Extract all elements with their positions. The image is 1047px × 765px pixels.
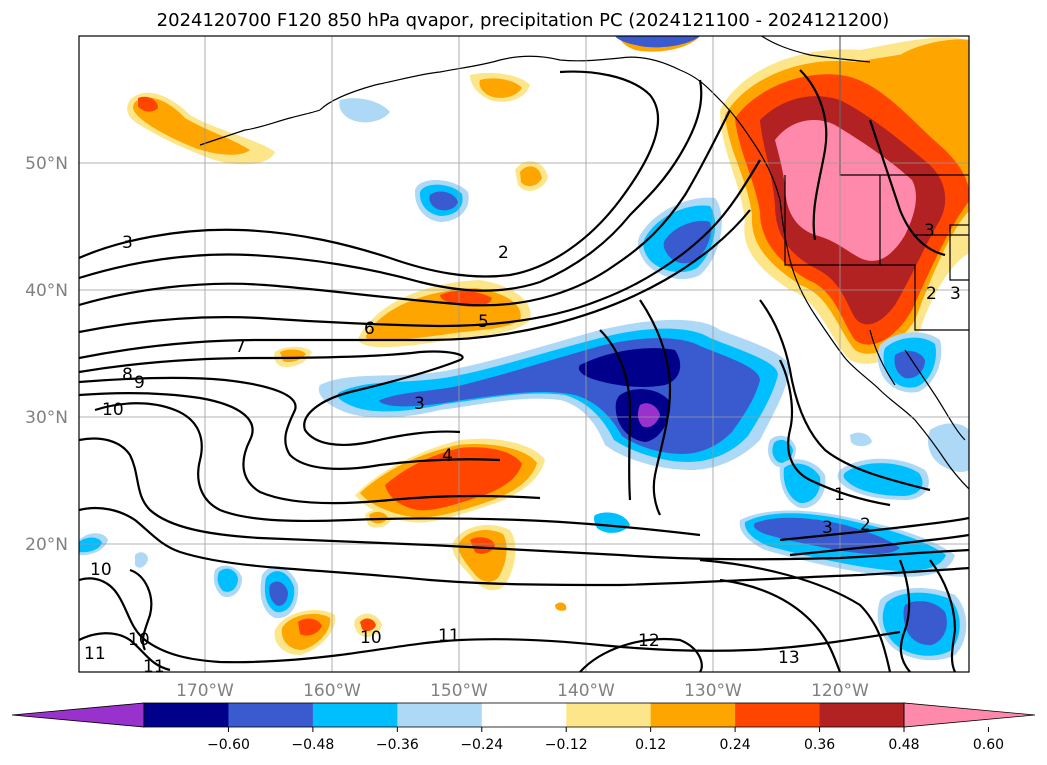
contour-label: 2 xyxy=(498,243,509,263)
colorbar-bin xyxy=(312,703,398,727)
shade-wp-red xyxy=(138,96,158,112)
contour-label: 4 xyxy=(442,446,453,466)
colorbar-extend-max xyxy=(903,702,1036,728)
contours xyxy=(79,69,969,672)
lon-tick-label: 160°W xyxy=(303,681,361,701)
colorbar-bin xyxy=(566,703,652,727)
map-title: 2024120700 F120 850 hPa qvapor, precipit… xyxy=(157,10,890,31)
colorbar-tick-label: 0.24 xyxy=(720,737,751,753)
colorbar-tick-label: −0.12 xyxy=(545,737,588,753)
plot-frame xyxy=(78,35,970,673)
lat-tick-label: 40°N xyxy=(25,281,68,301)
colorbar-tick-label: 0.12 xyxy=(635,737,666,753)
shade-small-2 xyxy=(593,512,630,533)
shade-ll-2 xyxy=(135,552,148,568)
shade-o4-r xyxy=(470,537,495,554)
contour-label: 11 xyxy=(84,644,106,664)
contour-labels: 3 2 7 6 5 8 9 10 3 4 1 3 2 12 13 11 10 1… xyxy=(84,221,961,677)
shade-se-6c xyxy=(903,600,947,646)
shade-se-2b xyxy=(783,463,821,504)
shade-o4-o xyxy=(458,529,507,582)
contour-label: 5 xyxy=(478,312,489,332)
contour-label: 10 xyxy=(90,560,112,580)
shade-ll-4c xyxy=(269,581,288,606)
colorbar-bin xyxy=(144,703,229,727)
contour-label: 10 xyxy=(360,628,382,648)
contour-label: 7 xyxy=(235,337,246,357)
lon-tick-label: 120°W xyxy=(811,681,869,701)
shade-b2-blue xyxy=(663,220,711,264)
contour-label: 11 xyxy=(143,657,165,677)
contour-label: 1 xyxy=(834,485,845,505)
precip-shading xyxy=(79,36,969,661)
contour-label: 2 xyxy=(860,515,871,535)
shade-ll-1b xyxy=(79,537,102,553)
contour-label: 10 xyxy=(128,630,150,650)
colorbar-tick-label: 0.60 xyxy=(973,737,1004,753)
contour-label: 3 xyxy=(822,518,833,538)
colorbar-tick-label: 0.48 xyxy=(888,737,919,753)
contour-label: 13 xyxy=(778,648,800,668)
contour-label: 6 xyxy=(364,319,375,339)
colorbar-bin xyxy=(481,703,567,727)
contour-label: 3 xyxy=(122,233,133,253)
shade-o3-r xyxy=(385,447,522,511)
colorbar-extend-min xyxy=(11,702,145,728)
colorbar-outline xyxy=(143,702,905,728)
shade-lb-1 xyxy=(339,98,390,123)
shade-alaska-blue xyxy=(615,36,700,48)
contour-label: 9 xyxy=(134,373,145,393)
contour-label: 10 xyxy=(102,400,124,420)
contour-label: 12 xyxy=(638,631,660,651)
colorbar-tick-label: −0.24 xyxy=(460,737,503,753)
shade-o5-o xyxy=(369,511,388,524)
colorbar-tick-label: −0.36 xyxy=(376,737,419,753)
colorbar-tick-label: −0.60 xyxy=(207,737,250,753)
lon-tick-label: 130°W xyxy=(684,681,742,701)
lat-labels: 50°N 40°N 30°N 20°N xyxy=(25,154,68,555)
colorbar-bin xyxy=(819,703,905,727)
shade-ll-6b xyxy=(360,618,376,632)
colorbar-bin xyxy=(735,703,821,727)
shade-alaska-small-o xyxy=(479,78,522,98)
lat-tick-label: 50°N xyxy=(25,154,68,174)
colorbar-bin xyxy=(397,703,483,727)
contour-label: 3 xyxy=(950,284,961,304)
shade-bb-purple xyxy=(637,403,660,428)
lon-tick-label: 140°W xyxy=(557,681,615,701)
shade-b1-blue xyxy=(429,191,458,211)
colorbar-bin xyxy=(650,703,736,727)
lon-tick-label: 150°W xyxy=(430,681,488,701)
contour-label: 11 xyxy=(438,626,460,646)
shade-ll-3b xyxy=(217,568,238,592)
contour-label: 3 xyxy=(414,394,425,414)
shade-small-1 xyxy=(555,602,567,611)
shade-ne-orange xyxy=(898,39,969,84)
shade-se-5 xyxy=(927,423,969,472)
colorbar-tick-label: 0.36 xyxy=(804,737,835,753)
contour-label: 3 xyxy=(924,221,935,241)
shade-mid-o xyxy=(520,166,542,187)
colorbar-tick-label: −0.48 xyxy=(291,737,334,753)
shade-ll-5c xyxy=(298,618,322,636)
graticule xyxy=(79,36,969,672)
shade-se-7 xyxy=(850,432,872,447)
lat-tick-label: 30°N xyxy=(25,408,68,428)
colorbar: −0.60 −0.48 −0.36 −0.24 −0.12 0.12 0.24 0.36 0.4… xyxy=(11,702,1036,753)
colorbar-bin xyxy=(228,703,314,727)
contour-label: 2 xyxy=(926,284,937,304)
shade-se-4c xyxy=(894,350,925,379)
plot-area: 3 2 7 6 5 8 9 10 3 4 1 3 2 12 13 11 10 1… xyxy=(79,36,969,677)
shade-bb-navy xyxy=(578,348,681,388)
lat-tick-label: 20°N xyxy=(25,535,68,555)
lon-tick-label: 170°W xyxy=(176,681,234,701)
shade-wp-orange xyxy=(133,97,250,155)
lon-labels: 170°W 160°W 150°W 140°W 130°W 120°W xyxy=(176,681,869,701)
contour-label: 8 xyxy=(122,365,133,385)
